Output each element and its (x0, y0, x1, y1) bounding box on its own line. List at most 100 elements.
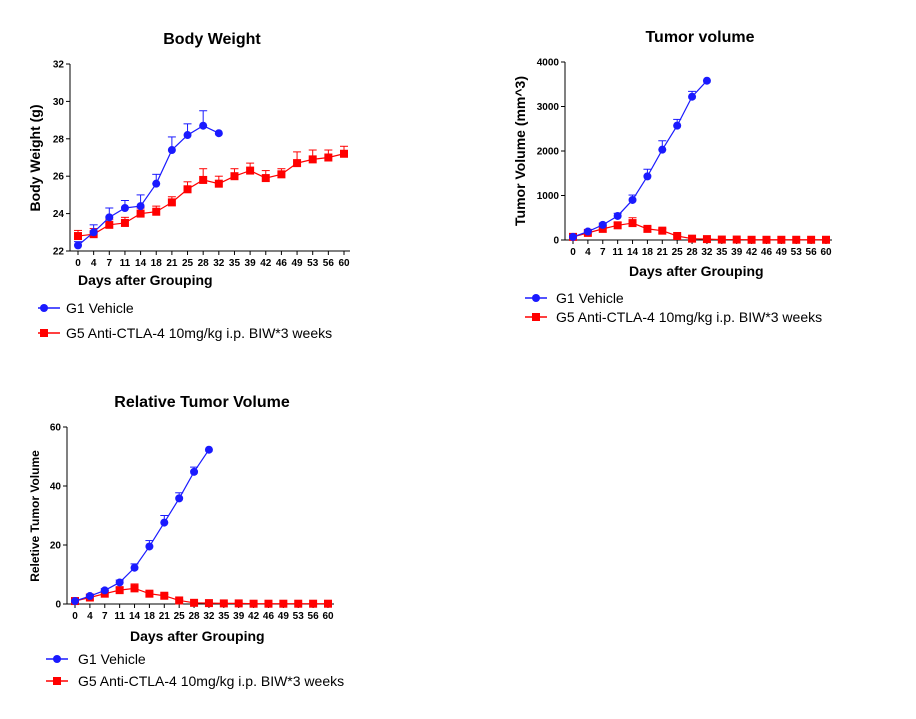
data-point-square (643, 224, 652, 233)
data-point-circle (643, 172, 652, 181)
x-tick-label: 56 (806, 247, 818, 258)
x-tick-label: 7 (600, 247, 606, 258)
x-tick-label: 21 (159, 611, 171, 622)
x-tick-label: 21 (166, 258, 178, 269)
data-point-square (340, 149, 348, 158)
chart-title: Body Weight (163, 31, 261, 48)
y-tick-label: 28 (53, 134, 65, 145)
data-point-square (219, 599, 228, 608)
y-tick-label: 2000 (537, 147, 560, 158)
legend-label: G5 Anti-CTLA-4 10mg/kg i.p. BIW*3 weeks (78, 673, 344, 689)
x-tick-label: 11 (114, 611, 125, 622)
data-point-circle (583, 227, 592, 236)
data-point-square (309, 599, 318, 608)
data-point-circle (204, 445, 213, 454)
data-point-circle (120, 203, 129, 212)
x-tick-label: 28 (686, 247, 698, 258)
y-tick-label: 40 (50, 482, 62, 493)
plot-area (569, 76, 830, 244)
legend-marker-circle (40, 304, 48, 312)
x-tick-label: 42 (248, 611, 260, 622)
legend-item-g5-anti-ctla4: G5 Anti-CTLA-4 10mg/kg i.p. BIW*3 weeks (46, 673, 344, 689)
data-point-square (277, 170, 286, 179)
y-tick-label: 1000 (537, 191, 560, 202)
x-tick-label: 14 (135, 258, 147, 269)
x-tick-label: 7 (102, 611, 108, 622)
x-tick-label: 18 (144, 611, 156, 622)
x-tick-label: 11 (120, 258, 131, 269)
data-point-square (613, 221, 622, 230)
data-point-circle (71, 597, 79, 606)
legend-marker-circle (532, 294, 540, 302)
x-tick-label: 60 (338, 258, 350, 269)
data-point-square (190, 598, 199, 607)
x-axis-label: Days after Grouping (130, 628, 265, 644)
data-point-square (717, 235, 726, 244)
y-tick-label: 0 (553, 236, 559, 247)
data-point-square (688, 234, 697, 243)
x-tick-label: 0 (72, 611, 78, 622)
data-point-square (230, 172, 239, 181)
x-tick-label: 46 (276, 258, 288, 269)
x-tick-label: 25 (174, 611, 186, 622)
x-tick-label: 25 (672, 247, 684, 258)
legend-item-g1-vehicle: G1 Vehicle (38, 300, 134, 316)
data-point-square (136, 209, 145, 218)
data-point-square (264, 599, 273, 608)
y-axis-label: Body Weight (g) (27, 104, 43, 211)
data-point-square (807, 235, 816, 244)
series-line-g1-vehicle (74, 449, 210, 602)
y-tick-label: 26 (53, 172, 65, 183)
x-tick-label: 4 (91, 258, 97, 269)
y-tick-label: 32 (53, 60, 65, 71)
data-point-square (294, 599, 303, 608)
x-tick-label: 18 (151, 258, 163, 269)
x-tick-label: 56 (323, 258, 335, 269)
data-point-circle (160, 518, 169, 527)
data-point-square (115, 586, 124, 595)
y-axis-label: Tumor Volume (mm^3) (512, 76, 528, 226)
x-tick-label: 39 (245, 258, 257, 269)
series-line-g5-anti-ctla4 (77, 153, 345, 237)
data-point-square (105, 220, 114, 229)
data-point-circle (628, 195, 637, 204)
data-point-circle (214, 129, 223, 138)
series-line-g5-anti-ctla4 (74, 587, 328, 605)
chart-relative-tumor-volume: Relative Tumor Volume Days after Groupin… (28, 394, 344, 689)
data-point-circle (145, 542, 154, 551)
x-tick-label: 18 (642, 247, 654, 258)
y-tick-label: 4000 (537, 58, 560, 69)
data-point-circle (152, 179, 161, 188)
legend-item-g5-anti-ctla4: G5 Anti-CTLA-4 10mg/kg i.p. BIW*3 weeks (525, 309, 822, 325)
data-point-square (747, 235, 756, 244)
y-axis-label: Reletive Tumor Volume (28, 450, 42, 582)
x-tick-label: 32 (203, 611, 215, 622)
data-point-square (702, 235, 711, 244)
plot-area (71, 445, 332, 608)
legend-label: G1 Vehicle (556, 290, 624, 306)
data-point-square (246, 166, 255, 175)
data-point-square (175, 596, 184, 605)
data-point-circle (613, 211, 622, 220)
y-tick-label: 22 (53, 247, 65, 258)
data-point-square (183, 185, 192, 194)
x-tick-label: 35 (218, 611, 230, 622)
data-point-circle (673, 121, 682, 130)
data-point-square (152, 207, 161, 216)
data-point-square (673, 231, 682, 240)
data-point-square (822, 235, 830, 244)
data-point-circle (688, 92, 697, 101)
x-tick-label: 7 (107, 258, 113, 269)
chart-body-weight: Body Weight Days after Grouping Body Wei… (27, 31, 350, 341)
data-point-circle (85, 592, 94, 601)
x-tick-label: 42 (746, 247, 758, 258)
legend-marker-square (53, 677, 61, 685)
x-tick-label: 28 (198, 258, 210, 269)
data-point-square (261, 174, 270, 183)
data-point-square (777, 235, 786, 244)
data-point-circle (136, 202, 145, 211)
data-point-circle (100, 586, 109, 595)
